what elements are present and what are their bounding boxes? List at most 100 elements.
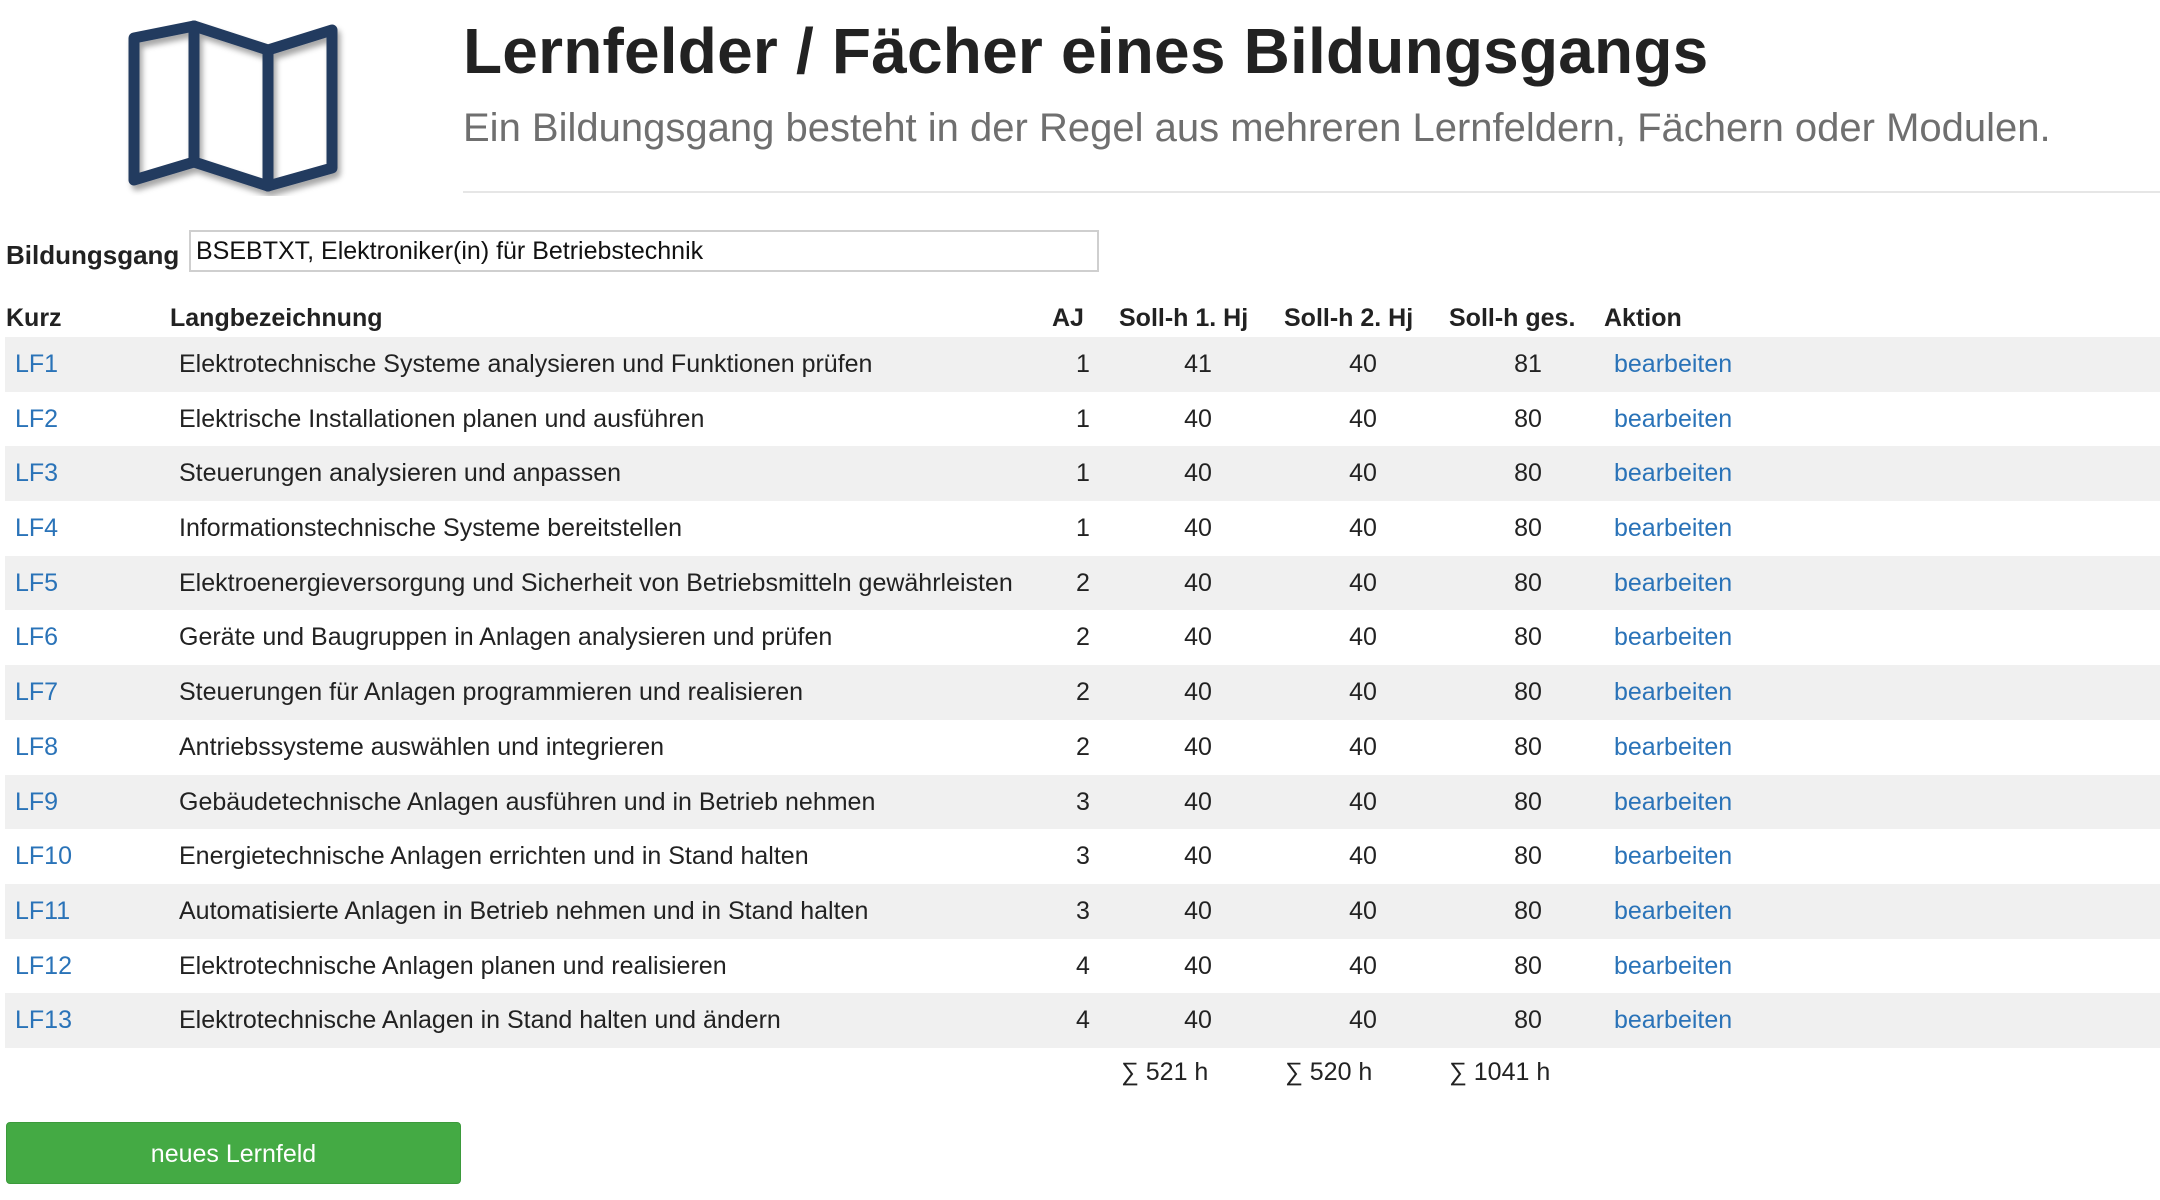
lernfeld-soll-h-1: 40 xyxy=(1184,568,1212,597)
page-title: Lernfelder / Fächer eines Bildungsgangs xyxy=(463,15,1709,87)
lernfeld-kurz-link[interactable]: LF10 xyxy=(15,842,72,871)
table-row: LF8 Antriebssysteme auswählen und integr… xyxy=(5,720,2160,775)
edit-link[interactable]: bearbeiten xyxy=(1614,404,1733,433)
sum-soll-h-1: ∑ 521 h xyxy=(1121,1058,1209,1086)
lernfeld-aj: 1 xyxy=(1076,514,1090,543)
lernfeld-soll-h-ges: 80 xyxy=(1514,842,1542,871)
column-header-aj: AJ xyxy=(1052,304,1084,332)
lernfeld-aj: 3 xyxy=(1076,842,1090,871)
lernfeld-langbezeichnung: Elektroenergieversorgung und Sicherheit … xyxy=(179,568,1013,597)
table-row: LF12 Elektrotechnische Anlagen planen un… xyxy=(5,939,2160,994)
edit-link[interactable]: bearbeiten xyxy=(1614,1006,1733,1035)
edit-link[interactable]: bearbeiten xyxy=(1614,568,1733,597)
lernfeld-soll-h-1: 40 xyxy=(1184,404,1212,433)
lernfeld-langbezeichnung: Elektrische Installationen planen und au… xyxy=(179,404,705,433)
lernfeld-soll-h-ges: 80 xyxy=(1514,1006,1542,1035)
lernfeld-soll-h-2: 40 xyxy=(1349,459,1377,488)
edit-link[interactable]: bearbeiten xyxy=(1614,514,1733,543)
lernfeld-kurz-link[interactable]: LF8 xyxy=(15,732,59,761)
edit-link[interactable]: bearbeiten xyxy=(1614,951,1733,980)
edit-link[interactable]: bearbeiten xyxy=(1614,787,1733,816)
lernfeld-soll-h-ges: 80 xyxy=(1514,623,1542,652)
lernfeld-kurz-link[interactable]: LF5 xyxy=(15,568,59,597)
lernfeld-kurz-link[interactable]: LF1 xyxy=(15,350,59,378)
lernfeld-soll-h-1: 40 xyxy=(1184,459,1212,488)
lernfeld-kurz-link[interactable]: LF11 xyxy=(15,896,71,925)
lernfeld-soll-h-1: 40 xyxy=(1184,896,1212,925)
lernfeld-soll-h-2: 40 xyxy=(1349,732,1377,761)
edit-link[interactable]: bearbeiten xyxy=(1614,350,1733,378)
table-row: LF11 Automatisierte Anlagen in Betrieb n… xyxy=(5,883,2160,939)
lernfeld-aj: 4 xyxy=(1076,951,1090,980)
lernfeld-kurz-link[interactable]: LF4 xyxy=(15,514,59,543)
lernfeld-soll-h-ges: 80 xyxy=(1514,568,1542,597)
lernfeld-langbezeichnung: Energietechnische Anlagen errichten und … xyxy=(179,842,809,871)
bildungsgang-input[interactable] xyxy=(189,230,1099,272)
table-row: LF6 Geräte und Baugruppen in Anlagen ana… xyxy=(5,610,2160,665)
lernfeld-soll-h-2: 40 xyxy=(1349,404,1377,433)
header-divider xyxy=(463,191,2160,193)
sum-soll-h-2: ∑ 520 h xyxy=(1285,1058,1373,1086)
edit-link[interactable]: bearbeiten xyxy=(1614,842,1733,871)
lernfeld-kurz-link[interactable]: LF7 xyxy=(15,678,59,707)
lernfeld-soll-h-2: 40 xyxy=(1349,514,1377,543)
lernfeld-soll-h-ges: 80 xyxy=(1514,896,1542,925)
lernfeld-kurz-link[interactable]: LF12 xyxy=(15,951,72,980)
edit-link[interactable]: bearbeiten xyxy=(1614,896,1733,925)
lernfeld-langbezeichnung: Gebäudetechnische Anlagen ausführen und … xyxy=(179,787,876,816)
lernfeld-aj: 3 xyxy=(1076,896,1090,925)
sum-soll-h-ges: ∑ 1041 h xyxy=(1449,1058,1551,1086)
lernfeld-soll-h-1: 40 xyxy=(1184,842,1212,871)
lernfeld-langbezeichnung: Antriebssysteme auswählen und integriere… xyxy=(179,732,664,761)
lernfeld-soll-h-2: 40 xyxy=(1349,842,1377,871)
lernfeld-table: LF1 Elektrotechnische Systeme analysiere… xyxy=(5,337,2160,1048)
column-header-langbezeichnung: Langbezeichnung xyxy=(170,304,383,332)
lernfeld-soll-h-1: 41 xyxy=(1184,350,1212,378)
lernfeld-langbezeichnung: Automatisierte Anlagen in Betrieb nehmen… xyxy=(179,896,869,925)
edit-link[interactable]: bearbeiten xyxy=(1614,459,1733,488)
lernfeld-soll-h-2: 40 xyxy=(1349,568,1377,597)
lernfeld-langbezeichnung: Informationstechnische Systeme bereitste… xyxy=(179,514,683,543)
lernfeld-aj: 2 xyxy=(1076,568,1090,597)
folded-map-icon xyxy=(128,20,338,192)
lernfeld-kurz-link[interactable]: LF13 xyxy=(15,1006,72,1035)
edit-link[interactable]: bearbeiten xyxy=(1614,732,1733,761)
lernfeld-soll-h-1: 40 xyxy=(1184,678,1212,707)
lernfeld-kurz-link[interactable]: LF9 xyxy=(15,787,59,816)
lernfeld-soll-h-1: 40 xyxy=(1184,951,1212,980)
lernfeld-langbezeichnung: Steuerungen analysieren und anpassen xyxy=(179,459,622,488)
column-header-aktion: Aktion xyxy=(1604,304,1682,332)
lernfeld-langbezeichnung: Geräte und Baugruppen in Anlagen analysi… xyxy=(179,623,833,652)
table-row: LF1 Elektrotechnische Systeme analysiere… xyxy=(5,337,2160,392)
table-row: LF7 Steuerungen für Anlagen programmiere… xyxy=(5,665,2160,720)
lernfeld-kurz-link[interactable]: LF3 xyxy=(15,459,59,488)
edit-link[interactable]: bearbeiten xyxy=(1614,678,1733,707)
lernfeld-soll-h-ges: 80 xyxy=(1514,678,1542,707)
lernfeld-soll-h-2: 40 xyxy=(1349,350,1377,378)
table-row: LF9 Gebäudetechnische Anlagen ausführen … xyxy=(5,774,2160,830)
lernfeld-aj: 3 xyxy=(1076,787,1090,816)
column-header-soll-h-2-hj: Soll-h 2. Hj xyxy=(1284,304,1414,332)
column-header-kurz: Kurz xyxy=(6,304,62,332)
lernfeld-soll-h-2: 40 xyxy=(1349,1006,1377,1035)
lernfeld-kurz-link[interactable]: LF6 xyxy=(15,623,59,652)
lernfeld-soll-h-2: 40 xyxy=(1349,896,1377,925)
table-row: LF13 Elektrotechnische Anlagen in Stand … xyxy=(5,993,2160,1048)
lernfeld-aj: 2 xyxy=(1076,732,1090,761)
table-row: LF4 Informationstechnische Systeme berei… xyxy=(5,501,2160,556)
lernfeld-kurz-link[interactable]: LF2 xyxy=(15,404,59,433)
lernfeld-langbezeichnung: Steuerungen für Anlagen programmieren un… xyxy=(179,678,803,707)
lernfeld-aj: 1 xyxy=(1076,350,1090,378)
lernfeld-soll-h-2: 40 xyxy=(1349,787,1377,816)
lernfeld-soll-h-1: 40 xyxy=(1184,787,1212,816)
column-header-soll-h-1-hj: Soll-h 1. Hj xyxy=(1119,304,1249,332)
lernfeld-soll-h-1: 40 xyxy=(1184,514,1212,543)
lernfeld-soll-h-1: 40 xyxy=(1184,1006,1212,1035)
lernfeld-soll-h-ges: 80 xyxy=(1514,459,1542,488)
lernfeld-soll-h-ges: 81 xyxy=(1514,350,1542,378)
new-lernfeld-button[interactable]: neues Lernfeld xyxy=(6,1122,461,1184)
lernfeld-soll-h-ges: 80 xyxy=(1514,514,1542,543)
lernfeld-soll-h-2: 40 xyxy=(1349,951,1377,980)
edit-link[interactable]: bearbeiten xyxy=(1614,623,1733,652)
